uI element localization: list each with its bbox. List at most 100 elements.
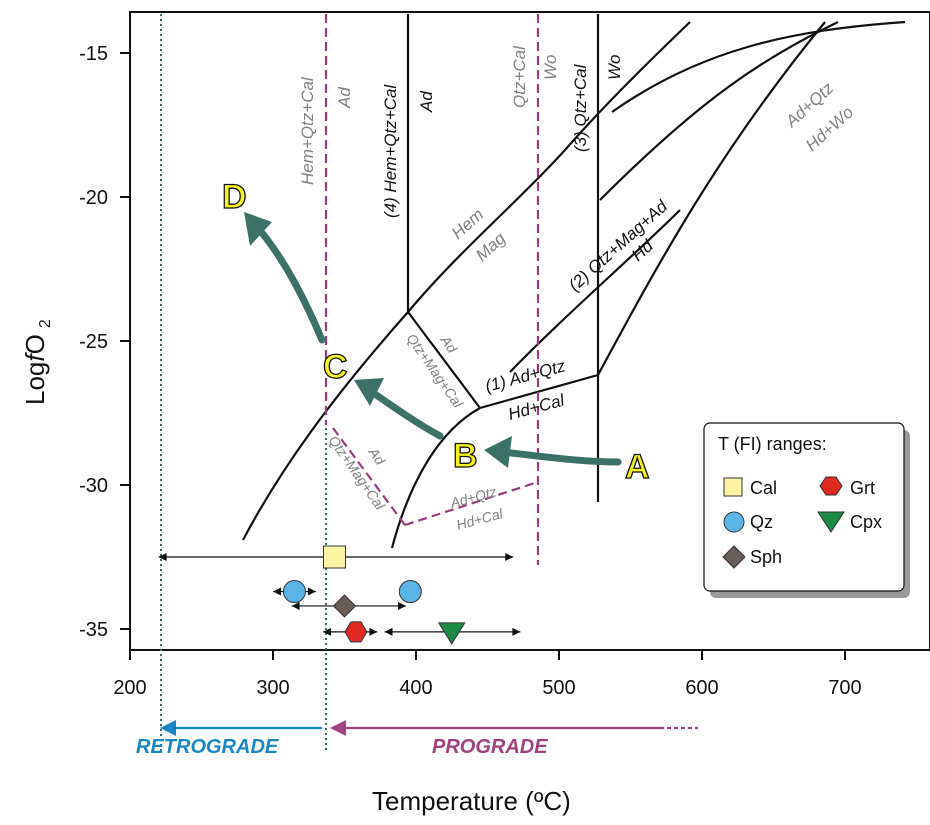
reaction-4-label: (4) Hem+Qtz+Cal — [381, 84, 400, 218]
fi-marker-cpx-5 — [437, 622, 466, 645]
legend-sph-marker — [722, 545, 746, 569]
reaction-curves — [242, 14, 906, 549]
y-label-sub: 2 — [37, 319, 54, 328]
reaction-3-label2: Wo — [605, 55, 624, 81]
legend-title: T (FI) ranges: — [718, 434, 827, 454]
field-ad-low-label: Ad — [365, 444, 389, 469]
legend-cal-label: Cal — [750, 478, 777, 498]
fi-range-right-tip-0 — [505, 553, 514, 561]
curve-1-ad-qtz — [390, 407, 481, 549]
arrow-b-to-c — [368, 388, 444, 440]
x-tick-label-2: 400 — [399, 677, 432, 699]
dashed-boundaries — [324, 14, 540, 565]
path-points: A B C D — [221, 177, 650, 486]
dashed-ad-qtz-lower — [404, 480, 539, 527]
curve-2-upper — [599, 21, 839, 201]
legend-cpx-marker — [817, 511, 845, 533]
field-mag-label: Mag — [472, 228, 510, 265]
fi-range-right-tip-5 — [512, 627, 521, 636]
arrowhead-b — [484, 436, 512, 468]
fi-range-left-tip-0 — [158, 553, 167, 561]
curve-hem-mag-lower — [242, 311, 409, 541]
fi-marker-qz-1 — [282, 580, 306, 604]
reaction-4-label2: Ad — [417, 91, 436, 113]
fi-range-right-tip-4 — [369, 627, 378, 636]
arrowhead-d — [244, 212, 272, 246]
curve-hem-mag-upper — [407, 149, 566, 313]
field-hem-label: Hem — [448, 205, 487, 243]
fi-range-left-tip-3 — [291, 601, 300, 610]
fi-range-left-tip-4 — [323, 627, 332, 636]
point-b: B — [453, 437, 478, 475]
curve-top-right — [611, 20, 906, 113]
retrograde-label: RETROGRADE — [136, 736, 279, 758]
y-axis: -15 -20 -25 -30 -35 — [79, 43, 130, 641]
reaction-2-label: (2) Qtz+Mag+Ad — [565, 196, 672, 295]
x-tick-label-1: 300 — [256, 677, 289, 699]
reaction-1-label2: Hd+Cal — [506, 390, 567, 423]
reaction-1-label: (1) Ad+Qtz — [483, 356, 568, 396]
field-qtz-cal-label: Qtz+Cal — [510, 45, 529, 108]
arrowhead-c — [354, 378, 384, 406]
field-hd-cal-low-label: Hd+Cal — [455, 505, 505, 533]
arrow-a-to-b — [498, 448, 622, 466]
field-ad-upper-label: Ad — [335, 87, 354, 109]
y-tick-label-4: -35 — [79, 619, 108, 641]
x-axis-label: Temperature (ºC) — [372, 786, 571, 816]
y-tick-label-2: -25 — [79, 331, 108, 353]
y-label-var: f — [20, 352, 50, 362]
point-c: C — [323, 348, 348, 386]
legend-sph-label: Sph — [750, 547, 782, 567]
trend-arrows: RETROGRADE PROGRADE — [136, 720, 698, 758]
curve-4-ad-boundary — [407, 311, 481, 409]
y-tick-label-1: -20 — [79, 187, 108, 209]
y-axis-label: LogfO 2 — [20, 319, 54, 405]
curve-hd-wo — [597, 21, 826, 376]
y-tick-label-0: -15 — [79, 43, 108, 65]
fi-ranges — [158, 545, 521, 645]
fi-marker-cal-0 — [322, 545, 346, 569]
y-label-species: O — [20, 334, 50, 354]
field-hem-qtz-cal-label: Hem+Qtz+Cal — [298, 76, 317, 185]
prograde-arrowhead — [330, 720, 346, 736]
x-tick-label-5: 700 — [828, 677, 861, 699]
x-tick-label-4: 600 — [685, 677, 718, 699]
field-ad-mid-label: Ad — [437, 332, 461, 357]
retrograde-arrowhead — [160, 720, 176, 736]
legend-cpx-label: Cpx — [850, 512, 882, 532]
fi-range-right-tip-1 — [307, 587, 316, 596]
evolution-arrowheads — [244, 212, 512, 468]
fi-marker-grt-4 — [344, 621, 368, 643]
svg-text:LogfO2: LogfO 2 — [20, 319, 54, 405]
x-axis: 200 300 400 500 600 700 — [113, 650, 862, 699]
curve-1-top — [479, 373, 599, 410]
evolution-path — [254, 224, 622, 466]
fi-range-left-tip-1 — [273, 587, 281, 596]
legend-box — [703, 422, 905, 592]
point-d: D — [222, 178, 247, 216]
curve-top-left — [564, 21, 691, 151]
curve-2-qtz-mag-ad — [509, 209, 681, 373]
prograde-label: PROGRADE — [432, 736, 548, 758]
fi-range-left-tip-5 — [384, 627, 393, 636]
legend-grt-label: Grt — [850, 478, 875, 498]
plot-frame — [129, 11, 930, 651]
legend: T (FI) ranges: Cal Grt Qz Cpx Sph — [703, 422, 910, 598]
fi-marker-sph-3 — [332, 594, 357, 618]
legend-cal-marker — [723, 477, 743, 497]
arrow-c-to-d — [254, 224, 326, 344]
field-wo-label: Wo — [541, 55, 560, 81]
dashed-ad-lower — [332, 427, 406, 526]
point-a: A — [625, 448, 650, 486]
legend-qz-label: Qz — [750, 512, 773, 532]
dotted-lines — [160, 14, 327, 752]
fi-marker-qz-2 — [398, 580, 422, 604]
reaction-3-label: (3) Qtz+Cal — [571, 63, 590, 152]
x-tick-label-0: 200 — [113, 677, 146, 699]
fi-range-right-tip-3 — [397, 601, 406, 610]
y-tick-label-3: -30 — [79, 475, 108, 497]
x-tick-label-3: 500 — [542, 677, 575, 699]
y-label-prefix: Log — [20, 362, 50, 405]
legend-qz-marker — [723, 511, 745, 533]
